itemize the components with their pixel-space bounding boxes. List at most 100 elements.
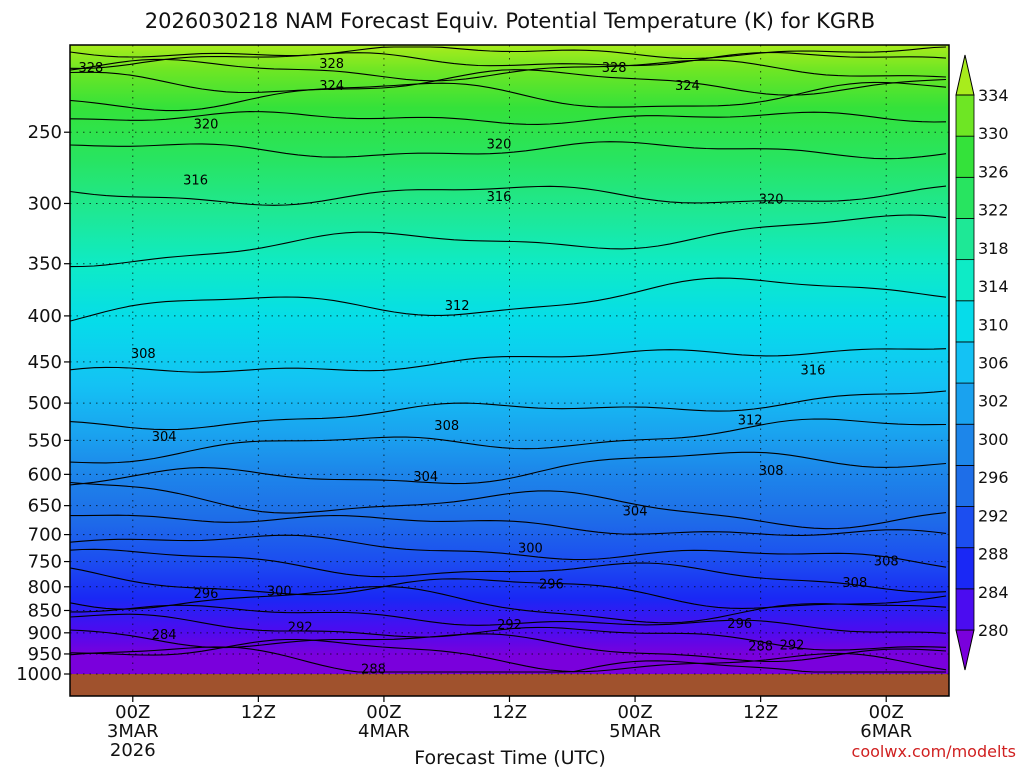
- y-tick-label: 550: [28, 430, 62, 451]
- contour-line: [69, 81, 947, 112]
- colorbar-segment: [955, 341, 975, 384]
- x-tick-label: 00Z: [869, 702, 904, 723]
- contour-label: 288: [361, 662, 386, 677]
- colorbar-segment: [955, 588, 975, 631]
- contour-label: 308: [434, 419, 459, 434]
- contour-line: [69, 613, 947, 651]
- y-tick-label: 800: [28, 577, 62, 598]
- colorbar: 280 284 288 292 296 300 302 306 310 314 318 322 326 3…: [955, 54, 1009, 671]
- colorbar-segment: [955, 135, 975, 178]
- contour-line: [69, 534, 947, 568]
- colorbar-segment: [955, 547, 975, 590]
- contour-line: [69, 585, 947, 624]
- contour-line: [69, 548, 947, 593]
- contour-label: 304: [413, 470, 438, 485]
- y-tick-label: 350: [28, 254, 62, 275]
- contour-label: 320: [759, 193, 784, 208]
- contour-label: 308: [874, 555, 899, 570]
- y-tick-label: 400: [28, 306, 62, 327]
- colorbar-level-label: 300: [978, 430, 1009, 449]
- colorbar-level-label: 296: [978, 468, 1009, 487]
- x-tick-label: 00Z: [115, 702, 150, 723]
- contour-line: [69, 629, 947, 663]
- colorbar-segment: [955, 259, 975, 302]
- colorbar-level-label: 318: [978, 239, 1009, 258]
- contour-line: [69, 214, 947, 268]
- chart-title: 2026030218 NAM Forecast Equiv. Potential…: [145, 9, 875, 33]
- plot-area: 328 328 324 328 324 320 320 316 316 320 312 308 316 3…: [69, 44, 950, 697]
- colorbar-segment: [955, 423, 975, 466]
- contour-label: 296: [727, 617, 752, 632]
- contour-label: 320: [487, 138, 512, 153]
- contour-label: 296: [194, 587, 219, 602]
- contour-line: [69, 481, 947, 530]
- x-tick-year-label: 2026: [110, 740, 156, 761]
- contour-line: [69, 51, 947, 69]
- contour-line: [69, 111, 947, 125]
- y-tick-label: 1000: [16, 664, 62, 685]
- contour-line: [70, 604, 947, 634]
- contour-line: [69, 638, 947, 673]
- contour-label: 328: [602, 61, 627, 76]
- colorbar-level-label: 288: [978, 545, 1009, 564]
- colorbar-level-label: 334: [978, 86, 1009, 105]
- contour-line: [69, 277, 947, 322]
- colorbar-level-label: 280: [978, 621, 1009, 640]
- contour-label: 328: [319, 57, 344, 72]
- y-tick-label: 950: [28, 644, 62, 665]
- contour-line: [69, 348, 947, 373]
- colorbar-level-label: 330: [978, 124, 1009, 143]
- colorbar-level-label: 326: [978, 162, 1009, 181]
- contour-label: 312: [738, 414, 763, 429]
- contour-line: [69, 451, 947, 486]
- y-tick-label: 900: [28, 623, 62, 644]
- colorbar-segment: [955, 94, 975, 137]
- colorbar-top-triangle: [955, 54, 975, 96]
- y-tick-label: 850: [28, 600, 62, 621]
- contour-line: [69, 46, 947, 60]
- y-tick-label: 450: [28, 352, 62, 373]
- contour-label: 292: [288, 621, 313, 636]
- contour-label: 296: [539, 577, 564, 592]
- contour-line: [69, 646, 946, 673]
- x-tick-label: 00Z: [366, 702, 401, 723]
- contour-label: 300: [267, 585, 292, 600]
- contour-label: 316: [487, 190, 512, 205]
- contour-label: 312: [445, 299, 470, 314]
- y-tick-label: 600: [28, 464, 62, 485]
- contour-label: 304: [152, 430, 177, 445]
- contour-label: 316: [801, 364, 826, 379]
- colorbar-segment: [955, 176, 975, 219]
- contour-label: 324: [319, 79, 344, 94]
- colorbar-level-label: 322: [978, 201, 1009, 220]
- colorbar-level-label: 310: [978, 315, 1009, 334]
- colorbar-level-label: 302: [978, 392, 1009, 411]
- colorbar-level-label: 314: [978, 277, 1009, 296]
- contour-label: 292: [497, 618, 522, 633]
- colorbar-segment: [955, 218, 975, 261]
- contour-label: 284: [152, 628, 177, 643]
- colorbar-segment: [955, 464, 975, 507]
- x-tick-label: 00Z: [617, 702, 652, 723]
- credit-text: coolwx.com/modelts: [852, 742, 1016, 761]
- ground-fill: [70, 674, 949, 696]
- x-tick-date-label: 3MAR: [107, 721, 159, 742]
- y-tick-label: 650: [28, 496, 62, 517]
- y-tick-label: 500: [28, 393, 62, 414]
- contour-line: [69, 418, 947, 464]
- x-tick-label: 12Z: [241, 702, 276, 723]
- x-axis-label: Forecast Time (UTC): [414, 747, 605, 768]
- contour-line: [69, 185, 947, 206]
- contour-label: 308: [131, 347, 156, 362]
- contour-label: 324: [675, 79, 700, 94]
- x-tick-label: 12Z: [492, 702, 527, 723]
- y-tick-label: 750: [28, 552, 62, 573]
- y-tick-label: 300: [28, 193, 62, 214]
- x-tick-date-label: 4MAR: [358, 721, 410, 742]
- colorbar-level-label: 292: [978, 506, 1009, 525]
- colorbar-segment: [955, 382, 975, 425]
- x-tick-date-label: 6MAR: [860, 721, 912, 742]
- contour-label: 308: [759, 464, 784, 479]
- x-tick-label: 12Z: [743, 702, 778, 723]
